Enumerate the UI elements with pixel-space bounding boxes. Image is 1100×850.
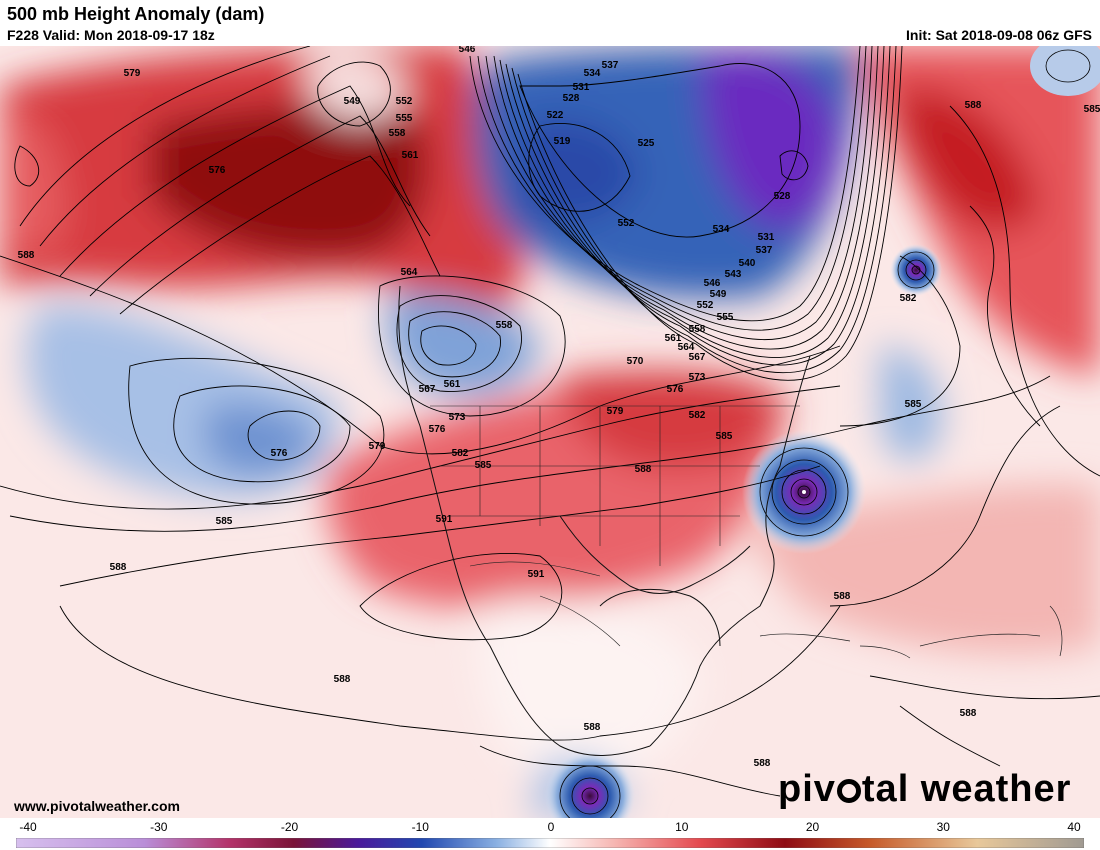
contour-label: 564 <box>678 342 695 353</box>
small-low-north-atlantic <box>1030 46 1100 96</box>
contour-label: 525 <box>638 138 655 149</box>
contour-label: 558 <box>689 324 706 335</box>
contour-label: 588 <box>754 758 771 769</box>
init-time: Init: Sat 2018-09-08 06z GFS <box>906 27 1092 43</box>
contour-label: 531 <box>573 82 590 93</box>
contour-label: 561 <box>444 379 461 390</box>
header: 500 mb Height Anomaly (dam) F228 Valid: … <box>0 0 1100 46</box>
contour-label: 591 <box>436 514 453 525</box>
contour-label: 579 <box>124 68 141 79</box>
contour-label: 588 <box>635 464 652 475</box>
contour-label: 534 <box>584 68 601 79</box>
contour-label: 531 <box>758 232 775 243</box>
hurricane-low-atlantic <box>742 430 866 554</box>
colorbar-tick-label: -10 <box>411 820 429 834</box>
contour-label: 537 <box>602 60 619 71</box>
contour-label: 582 <box>689 410 706 421</box>
contour-label: 561 <box>402 150 419 161</box>
site-url[interactable]: www.pivotalweather.com <box>14 798 180 814</box>
contour-label: 588 <box>834 591 851 602</box>
coastlines <box>398 285 811 756</box>
logo-icon <box>836 779 861 803</box>
valid-time: F228 Valid: Mon 2018-09-17 18z <box>7 27 215 43</box>
colorbar-container: -40 -30 -20 -10 0 10 20 30 40 <box>0 818 1100 850</box>
contour-label: 567 <box>689 352 706 363</box>
contour-label: 519 <box>554 136 571 147</box>
colorbar <box>16 838 1084 848</box>
contour-label: 534 <box>713 224 730 235</box>
contour-label: 549 <box>344 96 361 107</box>
contour-label: 552 <box>618 218 635 229</box>
contour-label: 528 <box>563 93 580 104</box>
contour-label: 528 <box>774 191 791 202</box>
colorbar-tick-label: -20 <box>280 820 299 834</box>
colorbar-tick-label: 10 <box>675 820 689 834</box>
contour-label: 585 <box>1084 104 1100 115</box>
contour-label: 585 <box>716 431 733 442</box>
contour-label: 573 <box>449 412 466 423</box>
contour-label: 579 <box>369 441 386 452</box>
contour-label: 579 <box>607 406 624 417</box>
contour-label: 576 <box>209 165 226 176</box>
contour-label: 576 <box>271 448 288 459</box>
contour-label: 561 <box>665 333 682 344</box>
contour-label: 588 <box>110 562 127 573</box>
map-title: 500 mb Height Anomaly (dam) <box>7 4 265 24</box>
contour-label: 585 <box>905 399 922 410</box>
hurricane-low-pacific <box>545 751 635 818</box>
contour-label: 537 <box>756 245 773 256</box>
contour-label: 564 <box>401 267 418 278</box>
colorbar-tick-label: 0 <box>547 820 555 834</box>
contour-label: 585 <box>475 460 492 471</box>
contour-label: 588 <box>584 722 601 733</box>
contour-label: 522 <box>547 110 564 121</box>
contour-label: 582 <box>452 448 469 459</box>
contour-label: 546 <box>459 46 476 55</box>
contour-label: 576 <box>667 384 684 395</box>
contour-label: 573 <box>689 372 706 383</box>
contour-label: 588 <box>334 674 351 685</box>
colorbar-tick-label: -40 <box>19 820 37 834</box>
contour-label: 588 <box>965 100 982 111</box>
contour-label: 585 <box>216 516 233 527</box>
colorbar-tick-label: -30 <box>150 820 168 834</box>
caribbean-islands <box>759 605 1063 659</box>
political-borders <box>430 405 800 647</box>
pivotal-weather-logo: piv tal weather <box>778 768 1071 811</box>
map-panel: 579 549 552 555 558 561 546 534 537 531 528 522 519 5… <box>0 46 1100 818</box>
contour-label: 591 <box>528 569 545 580</box>
contour-label: 558 <box>496 320 513 331</box>
contour-label: 582 <box>900 293 917 304</box>
contour-label: 558 <box>389 128 406 139</box>
contour-label: 543 <box>725 269 742 280</box>
small-low-atlantic <box>890 244 942 296</box>
logo-post: tal weather <box>861 768 1072 810</box>
contour-label: 570 <box>627 356 644 367</box>
contour-label: 567 <box>419 384 436 395</box>
contour-label: 555 <box>396 113 413 124</box>
logo-pre: piv <box>778 768 836 810</box>
contour-label: 552 <box>697 300 714 311</box>
contour-label: 588 <box>18 250 35 261</box>
colorbar-tick-label: 30 <box>936 820 950 834</box>
contour-label: 555 <box>717 312 734 323</box>
colorbar-tick-label: 40 <box>1067 820 1081 834</box>
height-contours <box>0 46 1100 797</box>
contour-label: 588 <box>960 708 977 719</box>
contour-label: 552 <box>396 96 413 107</box>
contour-label: 549 <box>710 289 727 300</box>
contour-label: 576 <box>429 424 446 435</box>
contour-label: 540 <box>739 258 756 269</box>
contour-label: 546 <box>704 278 721 289</box>
colorbar-tick-label: 20 <box>805 820 820 834</box>
